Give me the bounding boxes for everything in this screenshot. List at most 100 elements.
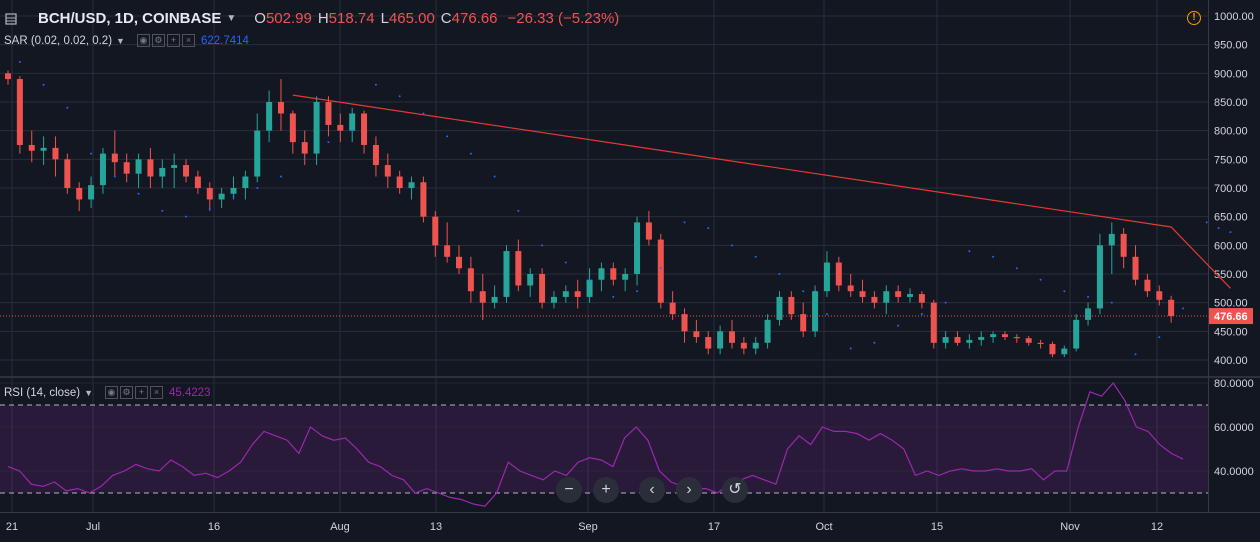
candle	[5, 70, 11, 85]
reset-chart-button[interactable]: ↺	[722, 477, 748, 503]
candle	[1085, 302, 1092, 326]
sar-dot	[113, 175, 116, 178]
price-tick-label: 700.00	[1214, 183, 1248, 195]
candle-body	[1120, 233, 1127, 257]
candle-body	[479, 291, 486, 303]
sar-dot	[66, 106, 69, 109]
candle	[194, 170, 201, 194]
sar-legend: SAR (0.02, 0.02, 0.2) ▼ ◉ ⚙ + × 622.7414	[4, 34, 249, 47]
candle-body	[183, 165, 190, 177]
candle-body	[503, 251, 510, 297]
scroll-left-button[interactable]: ‹	[639, 477, 665, 503]
candle	[800, 302, 807, 338]
settings-icon[interactable]: ⚙	[151, 34, 165, 47]
candle	[515, 239, 522, 292]
candle	[978, 331, 985, 346]
candle	[254, 113, 261, 183]
zoom-in-button[interactable]: +	[593, 477, 619, 503]
candle	[598, 262, 605, 292]
candle-body	[194, 176, 201, 188]
sar-dot	[327, 141, 330, 144]
rsi-label[interactable]: RSI (14, close)	[4, 386, 81, 399]
sar-dot	[541, 244, 544, 247]
candle-body	[361, 113, 368, 145]
candle-body	[634, 222, 641, 274]
warning-icon[interactable]: !	[1187, 11, 1201, 25]
candle	[325, 96, 332, 137]
candle-body	[1037, 342, 1044, 344]
candle-body	[859, 291, 866, 297]
candle-body	[456, 256, 463, 269]
rsi-add-icon[interactable]: +	[134, 386, 148, 399]
visibility-icon[interactable]: ◉	[136, 34, 150, 47]
candle-body	[1025, 338, 1032, 343]
candle	[574, 279, 581, 309]
candle-body	[930, 302, 937, 343]
price-tick-label: 400.00	[1214, 355, 1248, 367]
scroll-right-button[interactable]: ›	[676, 477, 702, 503]
candle	[669, 291, 676, 320]
candle	[812, 285, 819, 338]
sar-dot	[659, 267, 662, 270]
candle	[183, 159, 190, 183]
sar-caret-icon[interactable]: ▼	[116, 35, 125, 46]
candle	[752, 337, 759, 355]
sar-dot	[564, 261, 567, 264]
candle	[76, 182, 83, 211]
rsi-settings-icon[interactable]: ⚙	[119, 386, 133, 399]
symbol-title[interactable]: BCH/USD, 1D, COINBASE	[38, 10, 222, 27]
zoom-out-button[interactable]: −	[556, 477, 582, 503]
candle-body	[349, 113, 356, 131]
candle-body	[515, 251, 522, 286]
candle	[622, 268, 629, 292]
sar-dot	[1063, 290, 1066, 293]
candle	[1168, 295, 1175, 323]
candle	[954, 331, 961, 346]
candle	[1061, 345, 1068, 358]
candle-body	[444, 245, 451, 257]
candle-body	[372, 145, 379, 166]
candle-body	[669, 302, 676, 315]
chart-type-icon[interactable]	[4, 12, 18, 26]
candle-body	[289, 113, 296, 143]
rsi-remove-icon[interactable]: ×	[149, 386, 163, 399]
candle-body	[99, 153, 106, 186]
rsi-legend: RSI (14, close) ▼ ◉ ⚙ + × 45.4223	[4, 386, 211, 399]
symbol-caret-icon[interactable]: ▼	[226, 13, 237, 24]
candle	[52, 136, 59, 177]
candle	[586, 268, 593, 303]
add-icon[interactable]: +	[166, 34, 180, 47]
candle	[1073, 314, 1080, 352]
sar-dot	[446, 135, 449, 138]
candle	[740, 337, 747, 355]
candle	[491, 285, 498, 309]
candle	[313, 96, 320, 166]
price-tick-label: 600.00	[1214, 240, 1248, 252]
candle-body	[491, 296, 498, 303]
sar-dot	[137, 192, 140, 195]
candle	[918, 291, 925, 309]
candle-body	[408, 182, 415, 188]
remove-icon[interactable]: ×	[181, 34, 195, 47]
candle-body	[1168, 299, 1175, 317]
sar-dot	[208, 207, 211, 210]
candle	[384, 153, 391, 188]
sar-dot	[1110, 301, 1113, 304]
candle-body	[527, 274, 534, 286]
candle-body	[705, 337, 712, 349]
rsi-tick-label: 80.0000	[1214, 378, 1254, 390]
sar-dot	[1229, 231, 1232, 234]
candle-body	[337, 124, 344, 131]
candle-body	[586, 279, 593, 297]
candle	[990, 331, 997, 343]
candle	[539, 268, 546, 309]
candle	[966, 334, 973, 349]
candle-body	[242, 176, 249, 188]
rsi-visibility-icon[interactable]: ◉	[104, 386, 118, 399]
sar-dot	[1217, 227, 1220, 230]
sar-label[interactable]: SAR (0.02, 0.02, 0.2)	[4, 34, 113, 47]
candle-body	[871, 296, 878, 303]
rsi-caret-icon[interactable]: ▼	[84, 387, 93, 398]
sar-dot	[802, 290, 805, 293]
